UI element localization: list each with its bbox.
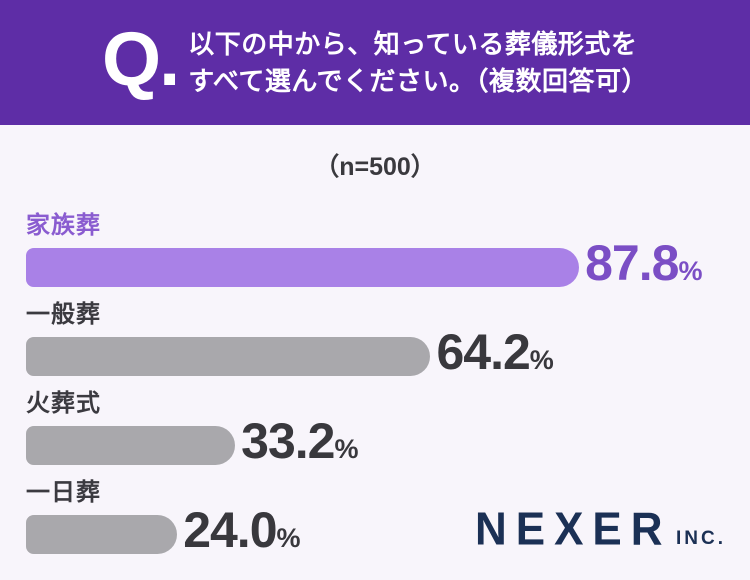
value-number: 33.2 [241, 413, 335, 469]
question-text: 以下の中から、知っている葬儀形式を すべて選んでください。（複数回答可） [188, 26, 648, 100]
chart-row: 火葬式 33.2% [26, 390, 750, 466]
bar-line: 24.0% [26, 505, 750, 555]
bar-line: 87.8% [26, 238, 750, 288]
nexer-logo: NEXER INC. [474, 503, 726, 556]
q-mark: Q. [101, 17, 180, 103]
percent-sign: % [276, 523, 301, 553]
value-label: 87.8% [585, 238, 703, 291]
category-label: 一日葬 [26, 479, 101, 506]
bar-chart: 家族葬 87.8% 一般葬 64.2% 火葬式 33.2% 一日葬 [26, 212, 750, 555]
chart-row: 一般葬 64.2% [26, 301, 750, 377]
question-line-2: すべて選んでください。（複数回答可） [188, 65, 649, 96]
bar-line: 64.2% [26, 327, 750, 377]
percent-sign: % [334, 434, 359, 464]
bar [26, 248, 580, 287]
bar-line: 33.2% [26, 416, 750, 466]
value-number: 64.2 [436, 324, 530, 380]
category-label: 一般葬 [26, 301, 101, 328]
chart-row: 一日葬 24.0% [26, 479, 750, 555]
logo-suffix-text: INC. [676, 528, 726, 549]
chart-row: 家族葬 87.8% [26, 212, 750, 288]
value-number: 87.8 [585, 235, 679, 291]
logo-brand-text: NEXER [474, 503, 672, 556]
value-label: 64.2% [436, 327, 554, 380]
question-line-1: 以下の中から、知っている葬儀形式を [188, 28, 638, 59]
category-label: 火葬式 [26, 390, 101, 417]
bar [26, 515, 178, 554]
category-label: 家族葬 [26, 212, 101, 239]
value-label: 24.0% [183, 505, 301, 558]
sample-size-label: （n=500） [314, 153, 436, 181]
bar [26, 426, 236, 465]
percent-sign: % [678, 256, 703, 286]
question-header: Q. 以下の中から、知っている葬儀形式を すべて選んでください。（複数回答可） [0, 0, 750, 125]
value-number: 24.0 [183, 502, 277, 558]
value-label: 33.2% [241, 416, 359, 469]
percent-sign: % [529, 345, 554, 375]
bar [26, 337, 431, 376]
